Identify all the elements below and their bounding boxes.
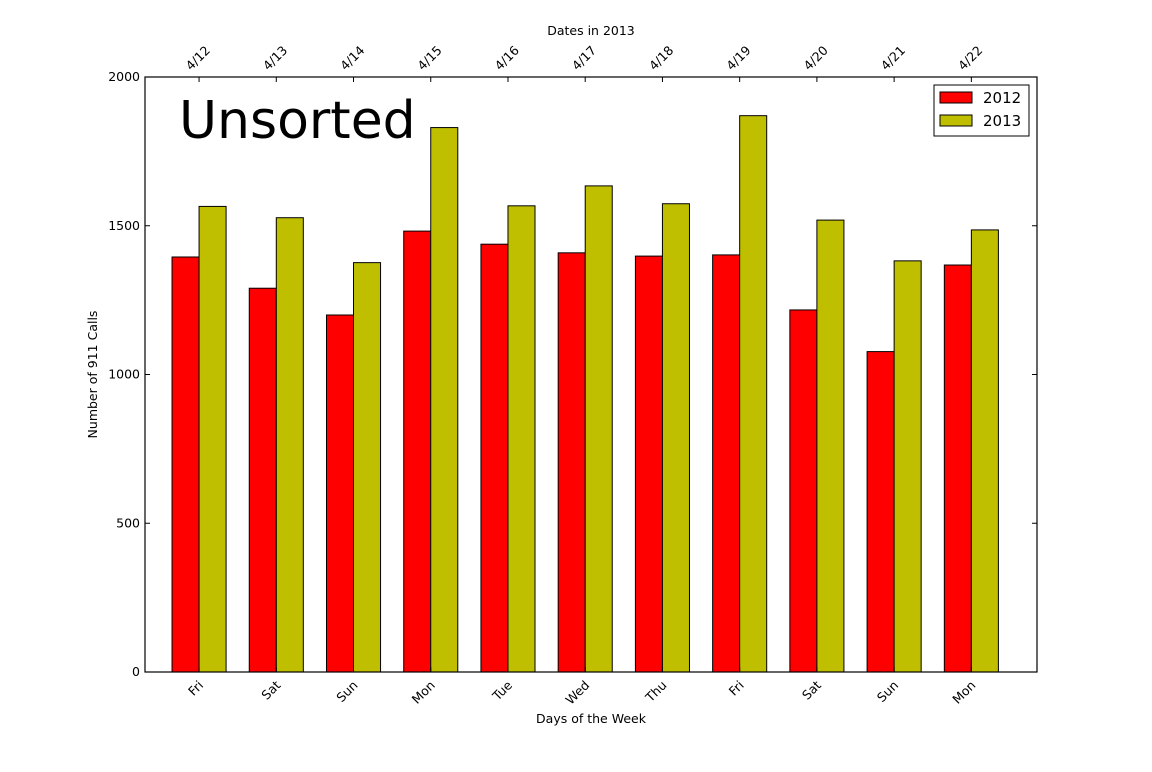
bar-2013-4-15 (430, 127, 459, 673)
bar-2013-4-12 (198, 205, 227, 673)
y-tick-label: 2000 (108, 69, 140, 84)
legend: 2012 2013 (933, 84, 1030, 137)
bar-2013-4-16 (507, 205, 536, 673)
y-tick-label: 500 (116, 515, 140, 530)
bar-2012-4-13 (248, 287, 277, 673)
y-axis-label: Number of 911 Calls (85, 311, 100, 439)
bar-2012-4-17 (557, 252, 586, 673)
bar-2012-4-15 (403, 230, 432, 673)
legend-swatch-2012 (939, 91, 973, 104)
unsorted-annotation: Unsorted (179, 91, 416, 151)
legend-label-2012: 2012 (983, 89, 1021, 107)
bar-2013-4-14 (353, 262, 382, 673)
y-tick-label: 1500 (108, 218, 140, 233)
bars-layer (171, 115, 999, 673)
legend-swatch-2013 (939, 114, 973, 127)
bar-2012-4-22 (943, 264, 972, 673)
bar-2012-4-12 (171, 256, 200, 673)
bar-2012-4-14 (325, 314, 355, 673)
bar-2013-4-18 (661, 203, 690, 673)
top-x-axis-label: Dates in 2013 (547, 23, 635, 38)
bar-2013-4-21 (893, 260, 922, 673)
bar-2013-4-13 (275, 217, 304, 673)
x-axis-label: Days of the Week (536, 711, 647, 726)
bar-2012-4-18 (634, 255, 663, 673)
bar-2012-4-19 (712, 254, 741, 673)
bar-2013-4-20 (816, 219, 845, 673)
bar-2012-4-20 (789, 309, 818, 673)
bar-2012-4-21 (866, 351, 895, 673)
y-tick-label: 0 (132, 664, 140, 679)
y-tick-label: 1000 (108, 367, 140, 382)
legend-label-2013: 2013 (983, 112, 1021, 130)
bar-2013-4-22 (970, 229, 999, 673)
bar-2013-4-19 (739, 115, 768, 673)
plot-border (144, 76, 1038, 673)
bar-2013-4-17 (584, 185, 613, 673)
bar-2012-4-16 (480, 243, 509, 673)
